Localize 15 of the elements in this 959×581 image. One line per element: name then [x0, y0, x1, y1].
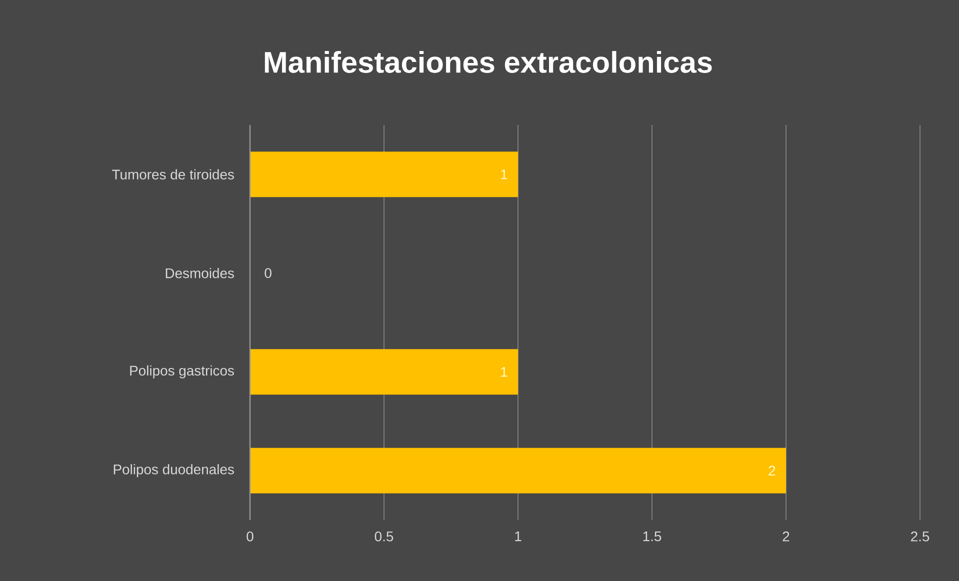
- x-tick-label: 2.5: [911, 532, 930, 542]
- y-tick-label: Desmoides: [166, 268, 234, 278]
- y-tick-label: Polipos duodenales: [114, 464, 234, 478]
- data-label: 1: [501, 170, 508, 180]
- data-label: 2: [768, 466, 776, 476]
- chart-title: Manifestaciones extracolonicas: [264, 51, 712, 73]
- x-tick-label: 1.5: [643, 532, 662, 542]
- x-tick-label: 2: [782, 532, 790, 542]
- data-label: 0: [264, 268, 272, 278]
- y-tick-label: Polipos gastricos: [130, 365, 234, 378]
- x-tick-label: 0.5: [374, 532, 394, 542]
- x-tick-label: 1: [515, 532, 522, 542]
- y-tick-label: Tumores de tiroides: [112, 169, 234, 180]
- x-tick-label: 0: [246, 532, 254, 542]
- data-label: 1: [501, 367, 508, 377]
